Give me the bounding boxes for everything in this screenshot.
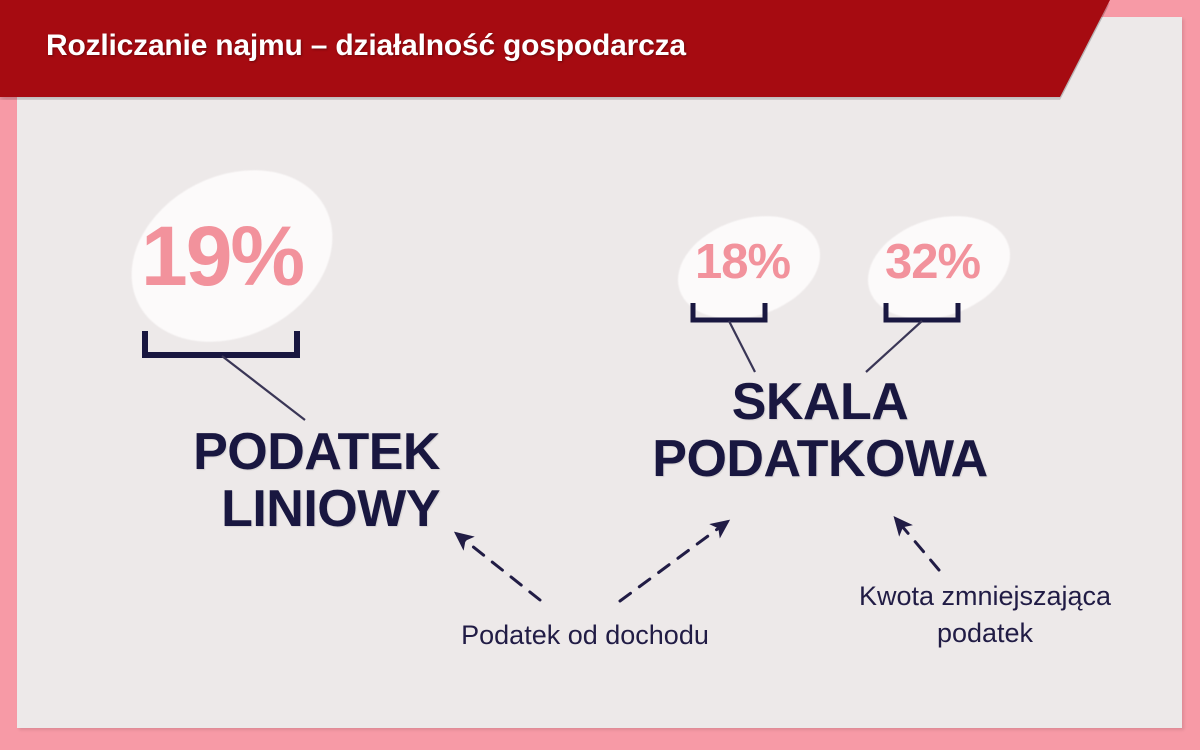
content-panel [17, 17, 1182, 728]
heading-skala-podatkowa: SKALA PODATKOWA [652, 373, 988, 488]
rate-value-18: 18% [695, 235, 791, 289]
heading-podatek-liniowy: PODATEK LINIOWY [193, 423, 440, 538]
page-title: Rozliczanie najmu – działalność gospodar… [46, 29, 686, 62]
rate-value-19: 19% [141, 209, 305, 303]
caption-podatek-od-dochodu: Podatek od dochodu [461, 620, 709, 650]
header-banner [0, 0, 1110, 97]
caption-kwota-zmniejszajaca-podatek: Kwota zmniejszająca podatek [858, 581, 1112, 649]
rate-value-32: 32% [885, 235, 981, 289]
